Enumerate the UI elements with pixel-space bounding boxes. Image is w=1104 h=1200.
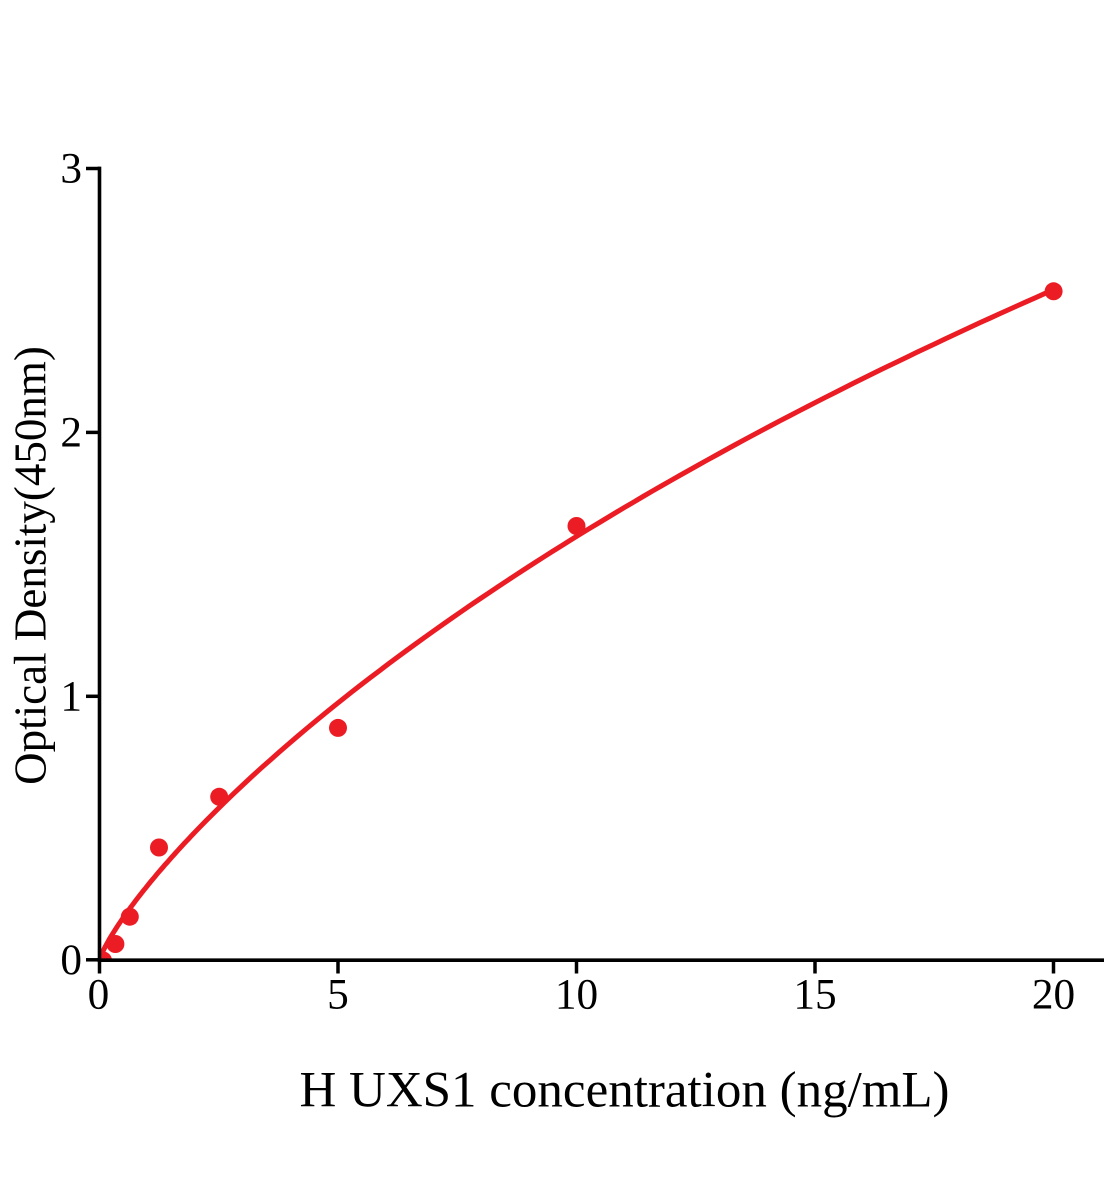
svg-text:H UXS1 concentration (ng/mL): H UXS1 concentration (ng/mL) <box>299 1062 949 1118</box>
svg-text:1: 1 <box>60 672 82 720</box>
svg-text:20: 20 <box>1032 971 1075 1019</box>
svg-text:0: 0 <box>60 936 82 984</box>
svg-text:3: 3 <box>60 145 82 193</box>
svg-text:15: 15 <box>793 971 836 1019</box>
svg-text:0: 0 <box>88 971 110 1019</box>
svg-text:Optical Density(450nm): Optical Density(450nm) <box>5 346 55 785</box>
svg-text:5: 5 <box>327 971 349 1019</box>
svg-text:10: 10 <box>555 971 598 1019</box>
svg-text:2: 2 <box>60 409 82 457</box>
